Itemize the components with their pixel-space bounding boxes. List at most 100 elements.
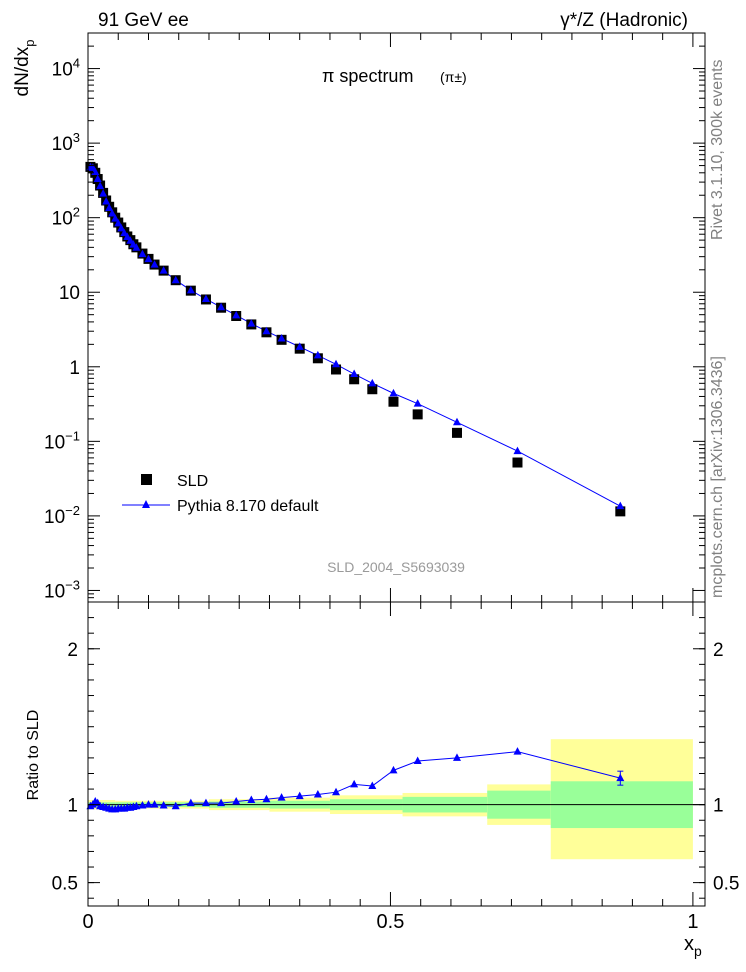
ratio-y-axis-label: Ratio to SLD xyxy=(25,710,42,801)
pythia-point xyxy=(99,189,108,197)
sld-data-point xyxy=(451,427,462,438)
x-tick-label: 1 xyxy=(687,911,698,933)
ratio-point xyxy=(350,779,359,788)
ratio-point xyxy=(217,798,226,807)
header-left-label: 91 GeV ee xyxy=(98,10,189,31)
ratio-point xyxy=(171,801,180,810)
analysis-watermark: SLD_2004_S5693039 xyxy=(327,559,465,575)
pythia-point xyxy=(313,350,322,359)
mcplots-site-label: mcplots.cern.ch [arXiv:1306.3436] xyxy=(709,356,726,598)
pythia-point xyxy=(150,260,159,268)
sld-data-point xyxy=(388,396,399,407)
legend: SLD Pythia 8.170 default xyxy=(122,473,319,515)
pythia-point xyxy=(295,342,304,350)
ratio-y-tick-label-right: 0.5 xyxy=(713,874,739,895)
pythia-point xyxy=(186,285,195,294)
sld-data-point xyxy=(615,506,626,517)
pythia-point xyxy=(102,196,111,205)
pythia-point xyxy=(123,232,132,241)
pythia-point xyxy=(201,294,210,303)
ratio-point xyxy=(413,756,422,765)
ratio-y-tick-label: 2 xyxy=(67,640,78,661)
ratio-plot-frame xyxy=(87,601,706,907)
y-tick-label: 10−1 xyxy=(44,428,80,453)
ratio-point xyxy=(313,790,322,798)
rivet-version-label: Rivet 3.1.10, 300k events xyxy=(709,59,726,240)
ratio-point xyxy=(295,791,304,800)
ratio-point xyxy=(138,800,147,809)
ratio-point xyxy=(144,800,153,808)
ratio-y-tick-label: 0.5 xyxy=(52,874,78,895)
pythia-line xyxy=(90,166,621,507)
ratio-point xyxy=(332,787,341,796)
main-title-suffix: (π±) xyxy=(440,69,467,85)
pythia-point xyxy=(117,223,126,232)
pythia-point xyxy=(616,501,625,510)
ratio-point xyxy=(452,753,461,761)
main-title: π spectrum xyxy=(322,66,413,86)
pythia-point xyxy=(350,369,359,378)
ratio-y-tick-label-right: 1 xyxy=(713,796,724,817)
sld-data-point xyxy=(367,384,378,395)
pythia-point xyxy=(132,243,141,251)
pythia-point xyxy=(144,254,153,263)
pythia-point xyxy=(114,218,123,227)
pythia-point xyxy=(452,417,461,426)
ratio-point xyxy=(389,765,398,774)
sld-data-point xyxy=(412,409,423,420)
ratio-y-tick-label-right: 2 xyxy=(713,640,724,661)
legend-sld-marker xyxy=(141,474,152,485)
y-tick-label: 10 xyxy=(59,283,80,304)
pythia-point xyxy=(332,359,341,368)
ratio-point xyxy=(513,747,522,755)
ratio-point xyxy=(232,797,241,805)
main-plot-frame xyxy=(87,32,706,603)
sld-data-point xyxy=(349,374,360,385)
pythia-point xyxy=(126,236,135,244)
pythia-point xyxy=(159,266,168,274)
ratio-point xyxy=(150,800,159,808)
legend-pythia-label: Pythia 8.170 default xyxy=(177,498,319,515)
pythia-point xyxy=(217,302,226,311)
ratio-point xyxy=(247,795,256,803)
ratio-y-tick-label: 1 xyxy=(67,796,78,817)
pythia-point xyxy=(105,203,114,211)
y-tick-label: 102 xyxy=(52,205,80,230)
x-axis-label: xp xyxy=(684,933,702,959)
sld-data-point xyxy=(331,364,342,375)
ratio-point xyxy=(277,793,286,801)
pythia-point xyxy=(120,228,129,237)
y-tick-label: 10−3 xyxy=(44,577,80,602)
pythia-point xyxy=(96,181,105,190)
header-right-label: γ*/Z (Hadronic) xyxy=(560,10,688,31)
y-tick-label: 1 xyxy=(69,358,80,379)
ratio-point xyxy=(132,801,141,810)
pythia-point xyxy=(389,388,398,397)
pythia-point xyxy=(138,249,147,258)
y-tick-label: 103 xyxy=(52,130,80,155)
x-tick-label: 0.5 xyxy=(377,911,405,933)
sld-data-point xyxy=(512,457,523,468)
pythia-point xyxy=(277,333,286,342)
legend-sld-label: SLD xyxy=(177,473,208,490)
pythia-point xyxy=(108,208,117,217)
ratio-point xyxy=(262,794,271,803)
y-tick-label: 104 xyxy=(52,56,80,81)
x-tick-label: 0 xyxy=(82,911,93,933)
ratio-uncertainty-bands xyxy=(88,739,705,860)
ratio-point xyxy=(186,798,195,807)
y-tick-label: 10−2 xyxy=(44,503,80,528)
pythia-point xyxy=(171,275,180,284)
pythia-point xyxy=(262,326,271,335)
ratio-point xyxy=(159,800,168,809)
pythia-point xyxy=(368,378,377,387)
ratio-point xyxy=(201,798,210,807)
ratio-point xyxy=(368,781,377,789)
pythia-point xyxy=(111,214,120,222)
pythia-point xyxy=(93,174,102,183)
main-y-axis-label: dN/dxp xyxy=(12,40,37,97)
pythia-point xyxy=(247,319,256,327)
pythia-point xyxy=(513,446,522,455)
pythia-point xyxy=(232,310,241,319)
